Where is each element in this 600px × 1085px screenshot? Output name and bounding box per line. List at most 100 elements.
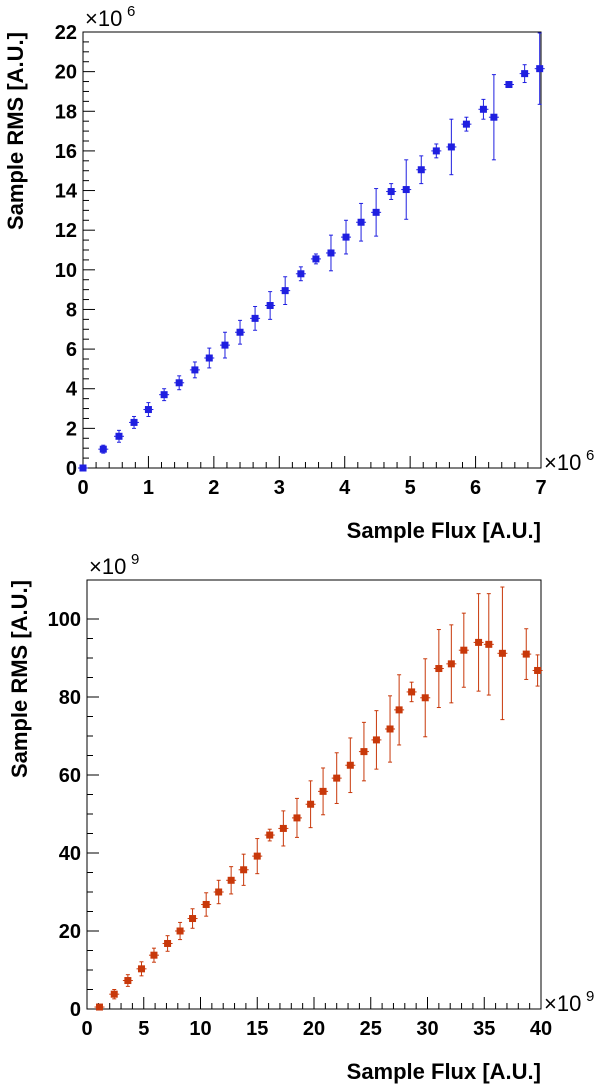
y-tick-label: 14 [55,181,78,203]
marker [279,824,287,832]
marker [95,1003,103,1011]
y-tick-label: 16 [55,141,77,163]
data-point [532,654,543,687]
y-multiplier-exponent: 9 [131,551,139,568]
data-point [226,866,237,895]
marker [110,990,118,998]
y-tick-label: 2 [66,418,77,440]
data-point [219,331,230,359]
data-point [122,974,133,987]
data-point [503,81,514,89]
marker [485,640,493,648]
x-tick-label: 40 [530,1018,552,1040]
marker [281,287,289,295]
y-tick-label: 100 [48,609,81,631]
data-point [331,752,342,804]
data-point [278,810,289,847]
marker [462,120,470,128]
x-tick-label: 2 [208,477,219,499]
marker [357,218,365,226]
data-point [235,319,246,345]
y-tick-label: 18 [55,101,77,123]
data-point [394,674,405,746]
data-point [345,737,356,794]
x-tick-label: 0 [81,1018,92,1040]
x-tick-label: 3 [274,477,285,499]
marker [342,233,350,241]
data-point [371,188,382,237]
x-tick-label: 5 [405,477,416,499]
marker [372,736,380,744]
plot-frame [82,31,542,469]
marker [490,113,498,121]
data-point [238,853,249,886]
data-point [478,98,489,120]
data-point [264,828,275,842]
data-point [113,429,124,443]
data-point [175,921,186,941]
x-multiplier-exponent: 6 [586,447,594,464]
marker [253,852,261,860]
marker [240,866,248,874]
marker [251,314,259,322]
data-point [521,628,532,680]
data-point [461,116,472,132]
data-point [201,892,212,917]
marker [387,188,395,196]
y-multiplier-exponent: 6 [127,3,135,20]
marker [417,166,425,174]
data-point [78,464,88,472]
data-point [204,347,215,369]
marker [534,666,542,674]
marker [505,81,513,89]
marker [408,688,416,696]
data-point [174,375,185,391]
data-point [94,1003,105,1011]
x-axis-title: Sample Flux [A.U.] [347,518,541,543]
data-point [406,681,417,703]
marker [327,249,335,257]
plot-frame [86,579,542,1010]
marker [144,406,152,414]
data-point [473,593,484,692]
x-tick-label: 35 [473,1018,495,1040]
data-point [341,219,352,255]
data-point [446,118,457,176]
marker [79,464,87,472]
data-point [358,721,369,782]
data-point [356,202,367,242]
data-point [483,593,494,696]
marker [479,105,487,113]
data-point [431,143,442,159]
x-tick-label: 0 [77,477,88,499]
data-point [371,710,382,770]
y-axis-title: Sample RMS [A.U.] [7,580,32,778]
data-point [265,291,276,320]
marker [498,649,506,657]
marker [460,646,468,654]
data-point [129,415,140,429]
y-tick-label: 4 [66,379,78,401]
marker [164,939,172,947]
data-point [136,961,147,977]
x-tick-label: 7 [535,477,546,499]
marker [475,638,483,646]
x-tick-label: 15 [246,1018,268,1040]
marker [432,147,440,155]
marker [522,650,530,658]
data-point [280,276,291,305]
data-point [98,444,109,454]
data-point [250,305,261,331]
marker [435,665,443,673]
marker [372,208,380,216]
data-point [305,780,316,829]
data-point [386,183,397,200]
marker [150,951,158,959]
marker [99,445,107,453]
marker [137,965,145,973]
x-tick-label: 20 [303,1018,325,1040]
x-multiplier-label: ×10 [544,450,581,475]
marker [221,341,229,349]
data-point [295,266,306,282]
marker [386,725,394,733]
